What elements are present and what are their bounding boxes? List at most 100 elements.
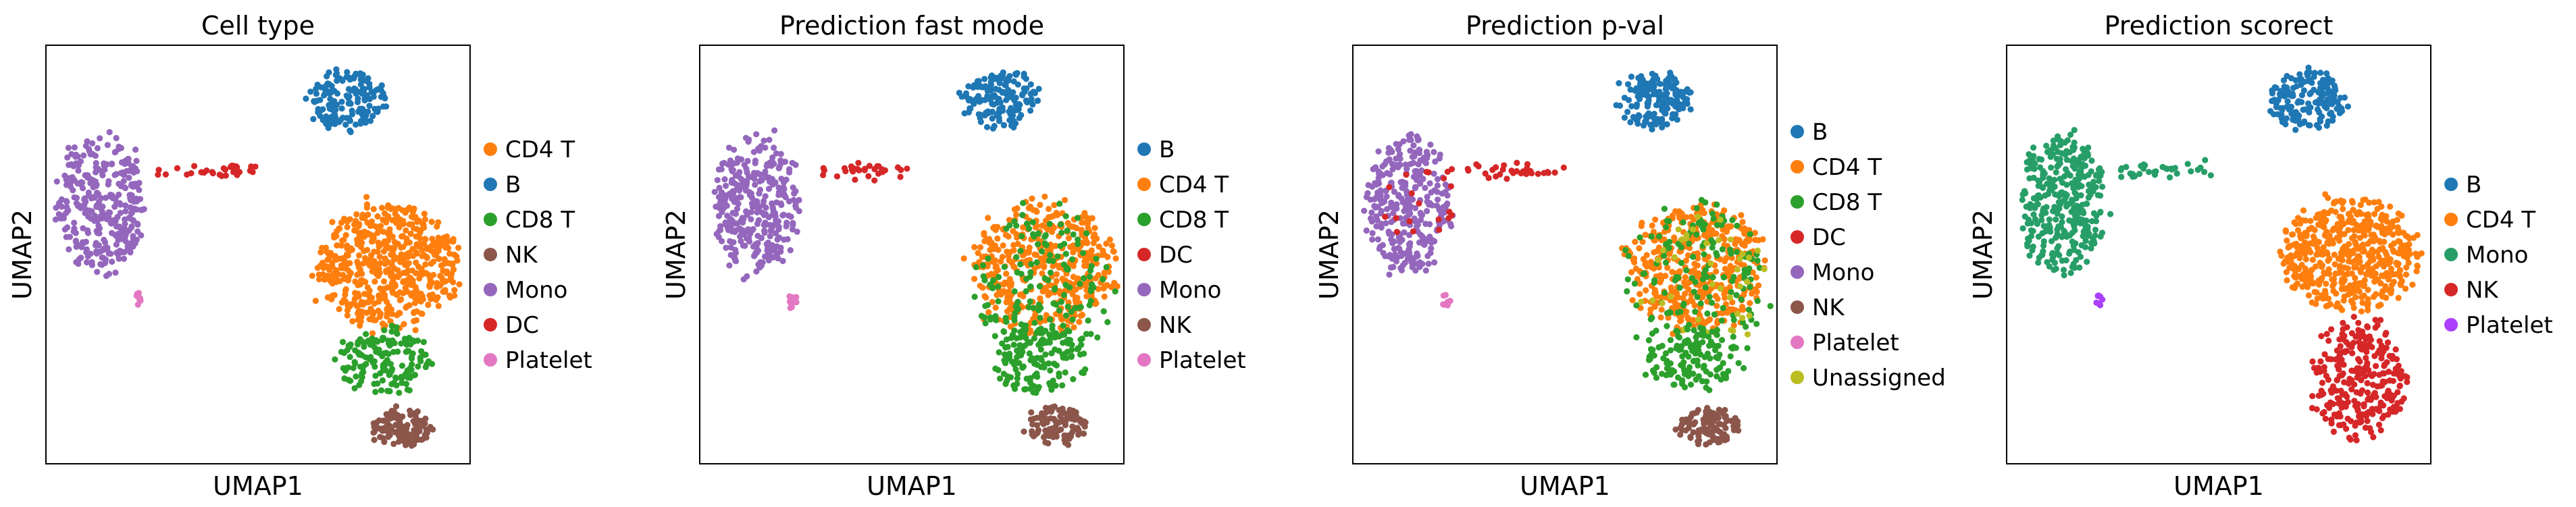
data-point-cd8-t	[1004, 377, 1010, 384]
data-point-cd4-t	[382, 322, 388, 329]
data-point-mono	[2080, 210, 2087, 217]
data-point-dc	[209, 170, 216, 177]
data-point-mono	[119, 159, 126, 166]
data-point-cd4-t	[333, 257, 340, 263]
data-point-cd8-t	[1631, 280, 1638, 287]
data-point-b	[962, 90, 970, 97]
data-point-cd4-t	[419, 311, 426, 317]
data-point-mono	[109, 230, 115, 236]
data-point-cd8-t	[1714, 373, 1720, 380]
data-point-cd4-t	[396, 224, 403, 231]
data-point-dc	[1475, 163, 1482, 169]
data-point-mono	[2019, 196, 2026, 203]
data-point-cd8-t	[995, 273, 1002, 280]
data-point-mono	[761, 230, 768, 236]
data-point-b	[2292, 126, 2299, 133]
data-point-nk	[370, 429, 377, 436]
data-point-cd8-t	[1653, 374, 1660, 381]
data-point-cd8-t	[1669, 367, 1676, 374]
data-point-cd4-t	[338, 265, 345, 271]
data-point-cd8-t	[1624, 276, 1631, 283]
data-point-mono	[2053, 169, 2059, 176]
data-point-cd8-t	[1019, 233, 1025, 240]
data-point-mono	[1412, 149, 1418, 156]
data-point-cd8-t	[371, 344, 378, 351]
data-point-nk	[1677, 425, 1684, 431]
data-point-nk	[386, 432, 393, 439]
data-point-cd4-t	[1037, 295, 1044, 302]
data-point-mono	[105, 271, 113, 277]
data-point-mono	[1420, 241, 1427, 248]
data-point-mono	[1427, 141, 1434, 148]
data-point-unassigned	[1746, 312, 1753, 319]
data-point-mono	[2040, 223, 2047, 230]
data-point-b	[981, 112, 988, 119]
data-point-mono	[2052, 191, 2059, 198]
data-point-cd8-t	[1674, 309, 1681, 316]
data-point-cd8-t	[1680, 300, 1687, 307]
data-point-mono	[732, 246, 739, 253]
data-point-cd4-t	[991, 223, 998, 230]
data-point-mono	[76, 256, 82, 263]
data-point-mono	[2076, 176, 2082, 182]
data-point-b	[357, 117, 364, 125]
data-point-cd8-t	[1086, 273, 1093, 280]
data-point-b	[1684, 101, 1691, 107]
data-point-cd4-t	[413, 250, 421, 257]
data-point-cd4-t	[370, 206, 377, 213]
data-point-b	[2341, 94, 2348, 101]
data-point-mono	[776, 163, 783, 170]
data-point-cd8-t	[353, 373, 359, 380]
data-point-mono	[94, 189, 101, 196]
data-point-cd4-t	[1642, 232, 1649, 238]
data-point-mono	[1376, 172, 1383, 180]
data-point-nk	[1711, 416, 1718, 423]
data-point-mono	[746, 192, 753, 198]
data-point-b	[303, 95, 309, 102]
data-point-dc	[162, 171, 169, 178]
data-point-cd4-t	[375, 307, 382, 314]
legend-marker	[1791, 230, 1804, 244]
data-point-nk	[402, 432, 409, 439]
data-point-nk	[1067, 431, 1074, 438]
data-point-b	[318, 107, 325, 113]
data-point-b	[349, 87, 356, 94]
data-point-mono	[2085, 171, 2092, 178]
data-point-mono	[1391, 238, 1397, 245]
data-point-cd4-t	[454, 257, 461, 264]
y-axis-label: UMAP2	[1968, 209, 1998, 300]
data-point-mono	[742, 134, 750, 141]
data-point-mono	[55, 211, 62, 217]
data-point-mono	[2092, 232, 2098, 239]
data-point-dc	[1518, 170, 1524, 177]
data-point-mono	[785, 198, 793, 205]
data-point-cd4-t	[412, 327, 419, 333]
data-point-cd8-t	[1031, 319, 1038, 326]
data-point-cd8-t	[361, 363, 367, 369]
data-point-platelet	[134, 301, 141, 308]
data-point-mono	[128, 192, 135, 198]
data-point-cd4-t	[380, 216, 386, 223]
data-point-mono	[2053, 155, 2060, 162]
data-point-cd4-t	[1689, 298, 1696, 304]
data-point-cd4-t	[1637, 290, 1643, 298]
data-point-cd8-t	[1700, 226, 1707, 233]
data-point-nk	[1045, 440, 1052, 447]
data-point-mono	[2146, 169, 2153, 176]
data-point-cd8-t	[1075, 345, 1081, 352]
data-point-dc	[1514, 159, 1520, 166]
data-point-mono	[729, 209, 736, 216]
data-point-cd4-t	[356, 252, 363, 259]
data-point-cd4-t	[409, 208, 417, 215]
data-point-mono	[755, 217, 762, 223]
data-point-dc	[1560, 164, 1567, 171]
data-point-cd8-t	[1701, 251, 1707, 258]
data-point-cd8-t	[1708, 299, 1716, 306]
data-point-cd4-t	[1010, 228, 1016, 234]
data-point-cd4-t	[394, 213, 401, 220]
data-point-b	[2331, 92, 2338, 99]
data-point-mono	[78, 244, 85, 250]
data-point-cd4-t	[389, 311, 396, 317]
